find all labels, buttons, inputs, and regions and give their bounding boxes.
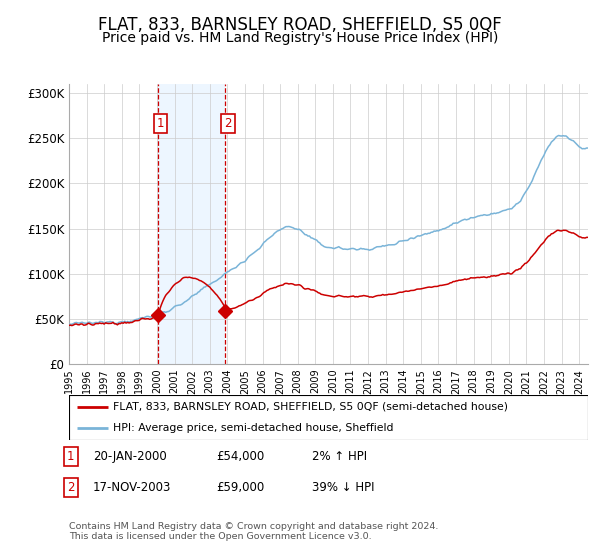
Text: 20-JAN-2000: 20-JAN-2000: [93, 450, 167, 463]
Text: FLAT, 833, BARNSLEY ROAD, SHEFFIELD, S5 0QF: FLAT, 833, BARNSLEY ROAD, SHEFFIELD, S5 …: [98, 16, 502, 34]
Text: 2% ↑ HPI: 2% ↑ HPI: [312, 450, 367, 463]
Bar: [158, 84, 226, 364]
Text: £54,000: £54,000: [216, 450, 264, 463]
Text: 2: 2: [224, 116, 232, 130]
Text: Price paid vs. HM Land Registry's House Price Index (HPI): Price paid vs. HM Land Registry's House …: [102, 31, 498, 45]
Text: 2: 2: [67, 480, 74, 494]
Text: 1: 1: [67, 450, 74, 463]
Text: £59,000: £59,000: [216, 480, 264, 494]
Text: HPI: Average price, semi-detached house, Sheffield: HPI: Average price, semi-detached house,…: [113, 422, 394, 432]
Text: 39% ↓ HPI: 39% ↓ HPI: [312, 480, 374, 494]
Text: 17-NOV-2003: 17-NOV-2003: [93, 480, 172, 494]
Text: FLAT, 833, BARNSLEY ROAD, SHEFFIELD, S5 0QF (semi-detached house): FLAT, 833, BARNSLEY ROAD, SHEFFIELD, S5 …: [113, 402, 508, 412]
Text: Contains HM Land Registry data © Crown copyright and database right 2024.
This d: Contains HM Land Registry data © Crown c…: [69, 522, 439, 542]
Text: 1: 1: [157, 116, 164, 130]
